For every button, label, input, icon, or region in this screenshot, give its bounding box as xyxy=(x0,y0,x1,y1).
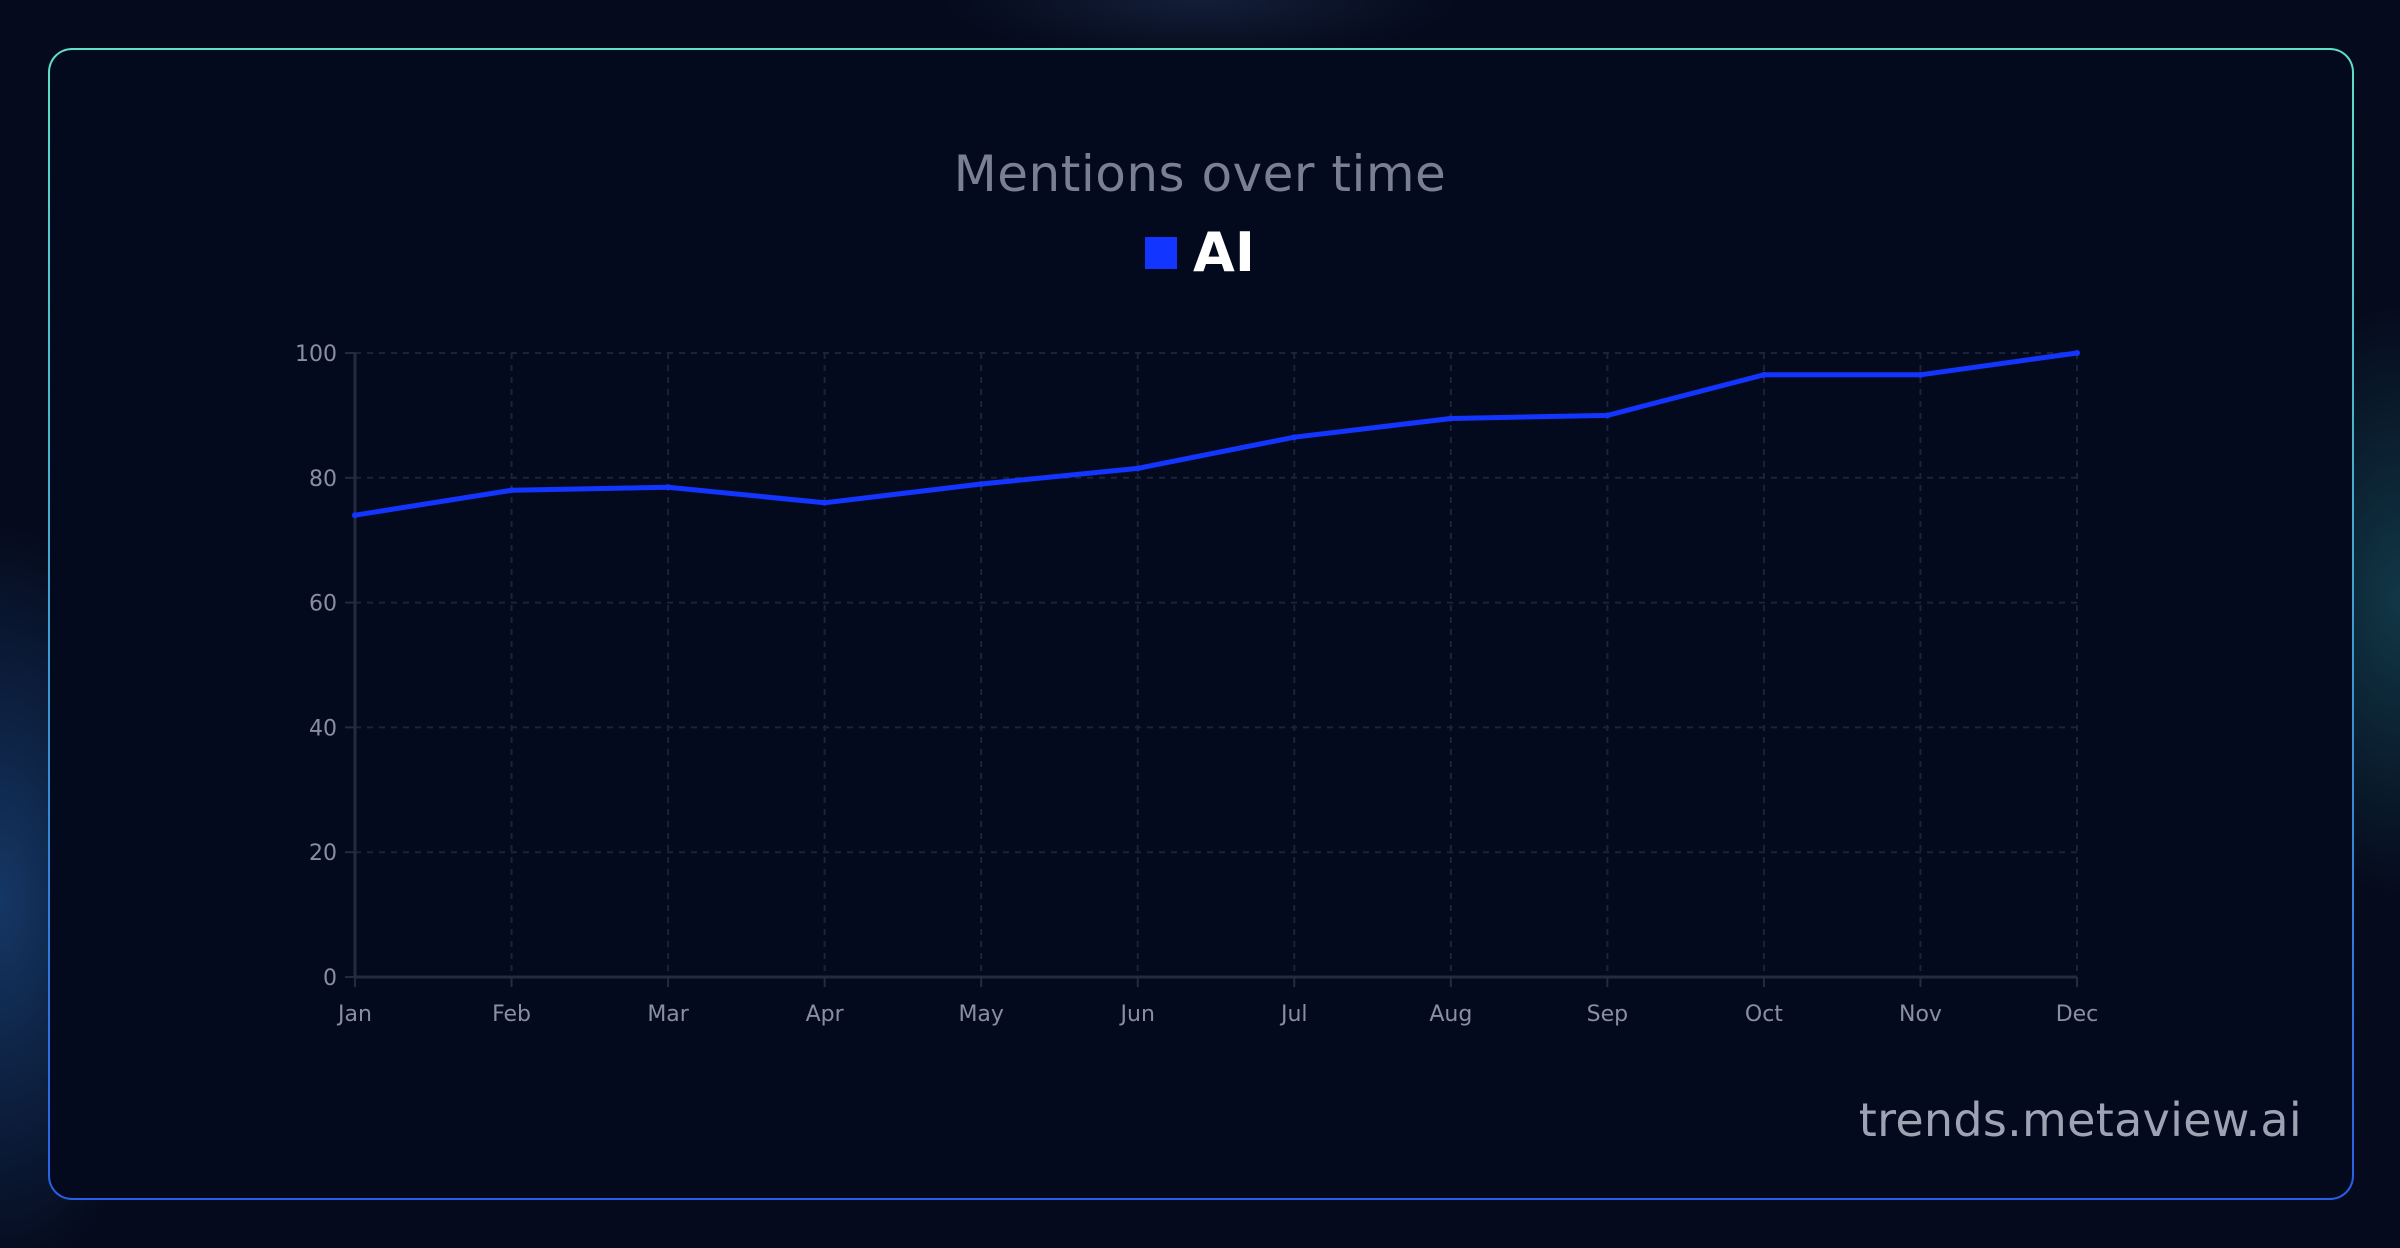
data-point[interactable] xyxy=(352,512,358,519)
chart-card xyxy=(48,48,2354,1200)
chart-legend[interactable]: AI xyxy=(0,226,2400,280)
data-point[interactable] xyxy=(978,481,985,488)
x-tick-label: Mar xyxy=(647,1002,689,1027)
y-axis-ticks: 0 20 40 60 80 100 xyxy=(295,342,355,991)
data-point[interactable] xyxy=(1917,371,1924,378)
x-tick-label: May xyxy=(958,1002,1003,1027)
grid-lines xyxy=(355,352,2078,977)
y-tick-label: 0 xyxy=(323,966,337,991)
data-point[interactable] xyxy=(508,487,515,494)
y-tick-label: 60 xyxy=(309,592,337,617)
legend-label-ai: AI xyxy=(1193,221,1255,284)
x-axis-ticks: Jan Feb Mar Apr May Jun Jul Aug Sep Oct Nov Dec xyxy=(336,977,2098,1027)
data-point[interactable] xyxy=(1291,434,1298,441)
data-point[interactable] xyxy=(1604,412,1611,419)
site-watermark[interactable]: trends.metaview.ai xyxy=(1858,1093,2302,1147)
x-tick-label: Oct xyxy=(1745,1002,1783,1027)
chart-axes xyxy=(353,353,2077,979)
data-point[interactable] xyxy=(1447,415,1454,422)
legend-swatch-ai xyxy=(1145,237,1178,269)
x-tick-label: Dec xyxy=(2056,1002,2099,1027)
y-tick-label: 100 xyxy=(295,342,337,367)
x-tick-label: Sep xyxy=(1587,1002,1628,1027)
data-point[interactable] xyxy=(1134,465,1141,472)
y-tick-label: 20 xyxy=(309,841,337,866)
data-point[interactable] xyxy=(665,484,672,491)
y-tick-label: 40 xyxy=(309,716,337,741)
data-point[interactable] xyxy=(2074,350,2080,356)
chart-title: Mentions over time xyxy=(953,145,1447,203)
x-tick-label: Feb xyxy=(492,1002,531,1027)
x-tick-label: Aug xyxy=(1429,1002,1472,1027)
x-tick-label: Nov xyxy=(1899,1002,1942,1027)
data-point[interactable] xyxy=(821,499,828,506)
series-line-ai[interactable] xyxy=(352,350,2080,518)
x-tick-label: Jul xyxy=(1279,1002,1308,1027)
y-tick-label: 80 xyxy=(309,467,337,492)
x-tick-label: Apr xyxy=(806,1002,845,1027)
x-tick-label: Jan xyxy=(336,1002,372,1027)
series-layer xyxy=(352,350,2080,519)
x-tick-label: Jun xyxy=(1119,1002,1155,1027)
data-point[interactable] xyxy=(1760,371,1767,378)
